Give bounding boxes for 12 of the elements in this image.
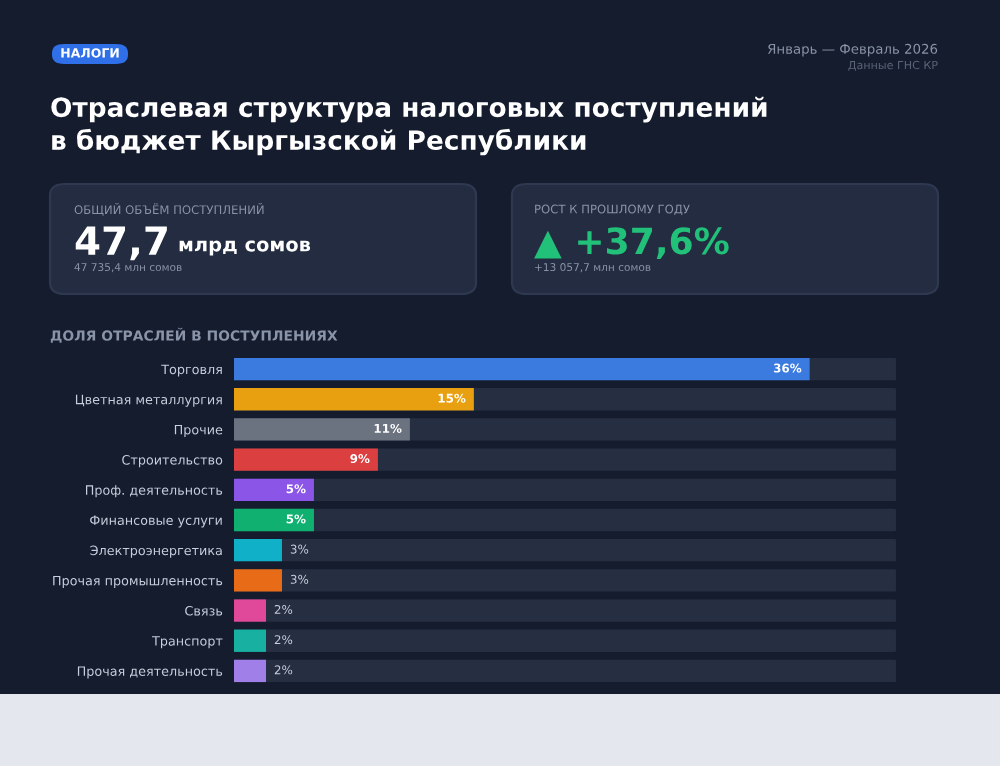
bar — [234, 569, 282, 592]
bar — [234, 539, 282, 562]
text: млрд сомов — [179, 240, 311, 256]
bar — [234, 659, 266, 683]
chart-title: Отраслевая структура налоговых поступлений в бюджет Кыргызской Республики — [51, 96, 767, 156]
bar — [234, 508, 314, 532]
bar — [234, 599, 266, 622]
text: 47,7 — [75, 226, 167, 261]
bar — [234, 478, 314, 501]
bar — [234, 629, 266, 652]
bar — [234, 448, 378, 471]
text: ▲ +37,6% — [534, 227, 729, 260]
